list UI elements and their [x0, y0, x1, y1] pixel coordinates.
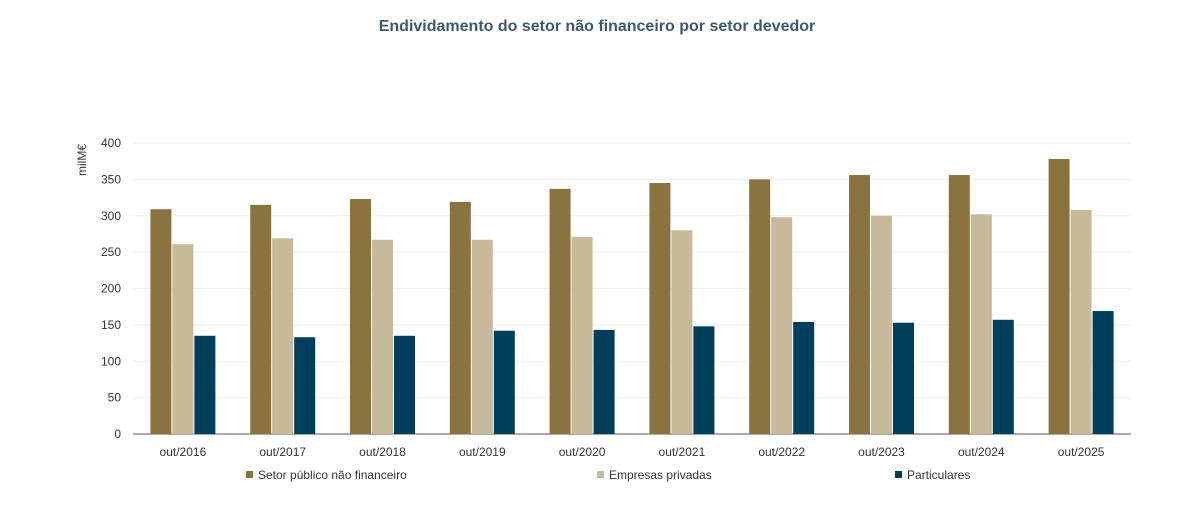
legend-swatch [246, 471, 253, 478]
y-axis-label: milM€ [75, 144, 89, 176]
bar [449, 201, 471, 434]
bar [1070, 209, 1092, 434]
legend-label[interactable]: Particulares [907, 468, 970, 482]
bar [571, 236, 593, 434]
x-tick-label: out/2019 [459, 445, 506, 459]
legend-swatch [895, 471, 902, 478]
x-tick-label: out/2022 [758, 445, 805, 459]
y-tick-label: 300 [101, 209, 121, 223]
chart-title: Endividamento do setor não financeiro po… [379, 18, 816, 35]
x-tick-label: out/2024 [958, 445, 1005, 459]
bar [272, 238, 294, 434]
bar [471, 239, 493, 434]
legend-label[interactable]: Setor público não financeiro [258, 468, 407, 482]
bar [649, 183, 671, 434]
bar [372, 239, 393, 434]
bar [1092, 311, 1114, 434]
x-tick-label: out/2021 [659, 445, 706, 459]
bar [871, 215, 892, 434]
bar [970, 214, 992, 434]
bar [172, 244, 194, 434]
x-tick-label: out/2025 [1058, 445, 1105, 459]
y-tick-label: 400 [101, 136, 121, 150]
bar [493, 330, 515, 434]
legend-swatch [597, 471, 604, 478]
bar [749, 179, 771, 434]
bar [671, 230, 693, 434]
bar [194, 335, 216, 434]
y-tick-label: 200 [101, 282, 121, 296]
bar [793, 321, 815, 434]
legend-label[interactable]: Empresas privadas [609, 468, 712, 482]
bar [849, 175, 870, 434]
bar [893, 322, 914, 434]
y-tick-label: 0 [114, 427, 121, 441]
y-tick-label: 150 [101, 318, 121, 332]
bar [250, 204, 272, 434]
bar [549, 188, 571, 434]
x-tick-label: out/2018 [359, 445, 406, 459]
bar [150, 209, 172, 434]
y-tick-label: 100 [101, 354, 121, 368]
y-tick-label: 50 [108, 391, 122, 405]
bar [1048, 159, 1070, 434]
x-tick-label: out/2023 [858, 445, 905, 459]
bar [948, 175, 970, 434]
bar [350, 199, 371, 434]
bar [294, 337, 316, 434]
bar [771, 217, 793, 434]
bar [693, 326, 715, 434]
bar [992, 319, 1014, 434]
x-tick-label: out/2020 [559, 445, 606, 459]
bar [394, 335, 415, 434]
y-tick-label: 350 [101, 172, 121, 186]
y-tick-label: 250 [101, 245, 121, 259]
bar [593, 329, 615, 434]
x-tick-label: out/2017 [259, 445, 306, 459]
x-tick-label: out/2016 [160, 445, 207, 459]
